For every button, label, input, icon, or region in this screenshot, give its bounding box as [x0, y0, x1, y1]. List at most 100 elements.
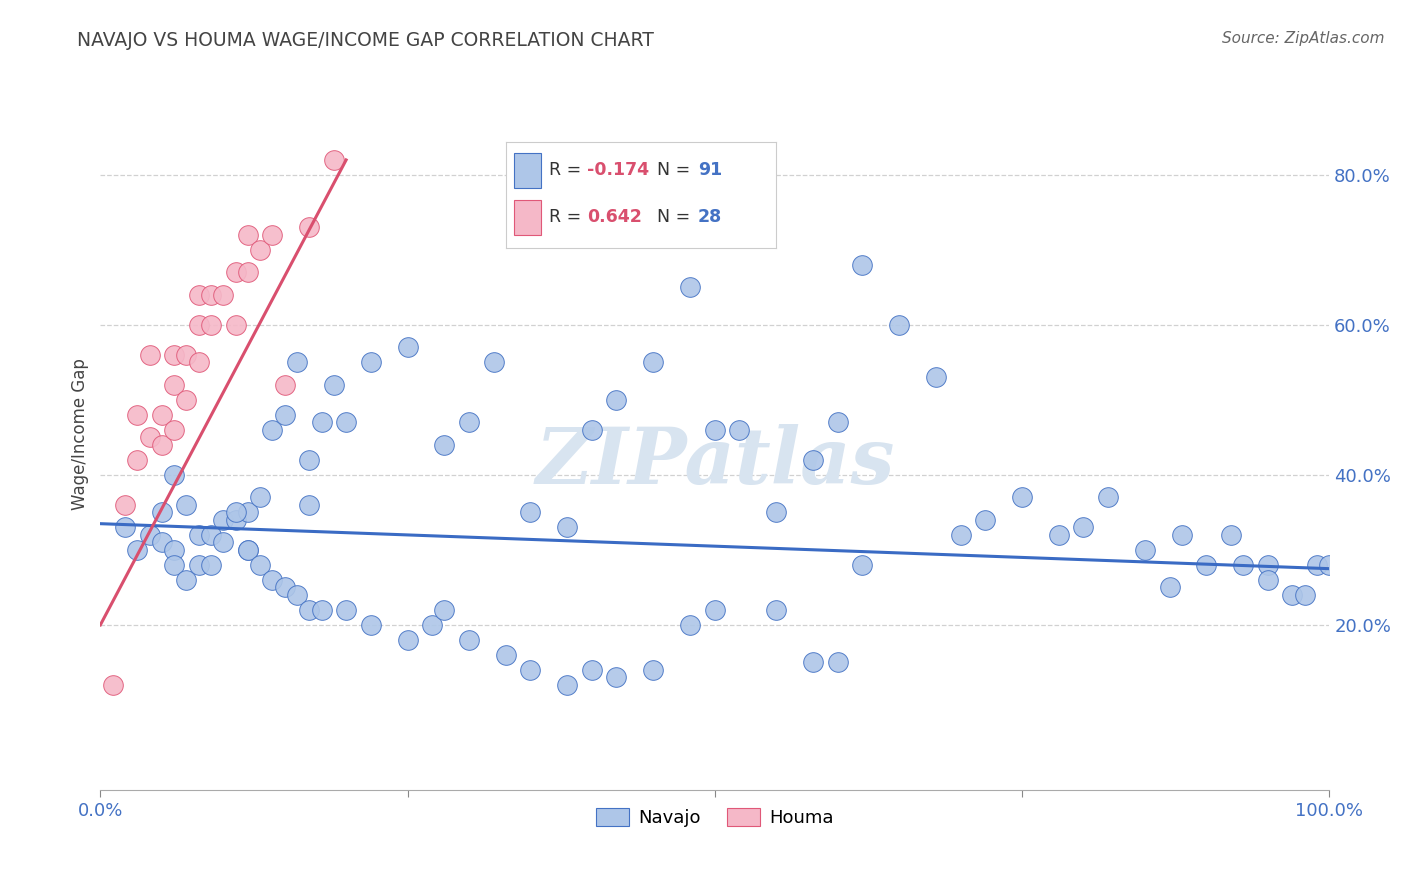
Point [127, 543, 149, 558]
Point [150, 408, 173, 422]
Point [322, 378, 344, 392]
Point [1133, 543, 1156, 558]
Point [138, 348, 160, 362]
Point [187, 558, 209, 572]
Point [273, 408, 295, 422]
Point [396, 340, 419, 354]
Point [643, 663, 665, 677]
Point [557, 678, 579, 692]
Point [298, 603, 321, 617]
Point [1257, 573, 1279, 587]
Point [801, 656, 824, 670]
Point [187, 318, 209, 332]
Point [187, 528, 209, 542]
Point [298, 498, 321, 512]
Point [225, 265, 247, 279]
Point [1159, 581, 1181, 595]
Point [322, 153, 344, 167]
Point [187, 355, 209, 369]
Point [495, 648, 517, 662]
Point [519, 663, 541, 677]
Point [212, 535, 235, 549]
Point [163, 467, 186, 482]
Point [1219, 528, 1241, 542]
Point [581, 663, 603, 677]
Point [679, 618, 702, 632]
Point [396, 632, 419, 647]
Point [212, 513, 235, 527]
Point [360, 355, 382, 369]
Point [889, 318, 911, 332]
Point [1232, 558, 1254, 572]
Point [360, 618, 382, 632]
Text: Source: ZipAtlas.com: Source: ZipAtlas.com [1222, 31, 1385, 46]
Point [1257, 558, 1279, 572]
Point [605, 670, 627, 684]
Point [433, 438, 456, 452]
Point [703, 423, 725, 437]
Point [1097, 491, 1119, 505]
Point [765, 505, 787, 519]
Point [925, 370, 948, 384]
Point [1195, 558, 1218, 572]
Point [163, 558, 186, 572]
Point [101, 678, 124, 692]
Point [236, 227, 259, 242]
Point [249, 558, 271, 572]
Point [187, 288, 209, 302]
Point [728, 423, 751, 437]
Point [1073, 520, 1095, 534]
Point [1306, 558, 1329, 572]
Point [163, 423, 186, 437]
Point [225, 318, 247, 332]
Point [249, 491, 271, 505]
Point [138, 528, 160, 542]
Text: ZIPatlas: ZIPatlas [536, 424, 894, 500]
Point [114, 520, 136, 534]
Point [519, 505, 541, 519]
Point [212, 288, 235, 302]
Point [703, 603, 725, 617]
Point [200, 558, 222, 572]
Point [236, 265, 259, 279]
Point [1011, 491, 1033, 505]
Point [127, 453, 149, 467]
Point [200, 528, 222, 542]
Point [163, 378, 186, 392]
Point [827, 656, 849, 670]
Point [557, 520, 579, 534]
Text: NAVAJO VS HOUMA WAGE/INCOME GAP CORRELATION CHART: NAVAJO VS HOUMA WAGE/INCOME GAP CORRELAT… [77, 31, 654, 50]
Point [249, 243, 271, 257]
Point [262, 227, 284, 242]
Point [273, 378, 295, 392]
Point [679, 280, 702, 294]
Point [605, 392, 627, 407]
Point [225, 513, 247, 527]
Legend: Navajo, Houma: Navajo, Houma [589, 800, 841, 834]
Point [311, 603, 333, 617]
Point [285, 588, 308, 602]
Point [163, 543, 186, 558]
Point [851, 558, 873, 572]
Point [643, 355, 665, 369]
Y-axis label: Wage/Income Gap: Wage/Income Gap [72, 358, 89, 509]
Point [262, 423, 284, 437]
Point [225, 505, 247, 519]
Point [200, 288, 222, 302]
Point [1294, 588, 1316, 602]
Point [1047, 528, 1070, 542]
Point [482, 355, 505, 369]
Point [949, 528, 972, 542]
Point [420, 618, 443, 632]
Point [176, 498, 198, 512]
Point [273, 581, 295, 595]
Point [236, 543, 259, 558]
Point [335, 416, 357, 430]
Point [433, 603, 456, 617]
Point [311, 416, 333, 430]
Point [458, 632, 481, 647]
Point [138, 430, 160, 444]
Point [150, 535, 173, 549]
Point [1171, 528, 1194, 542]
Point [458, 416, 481, 430]
